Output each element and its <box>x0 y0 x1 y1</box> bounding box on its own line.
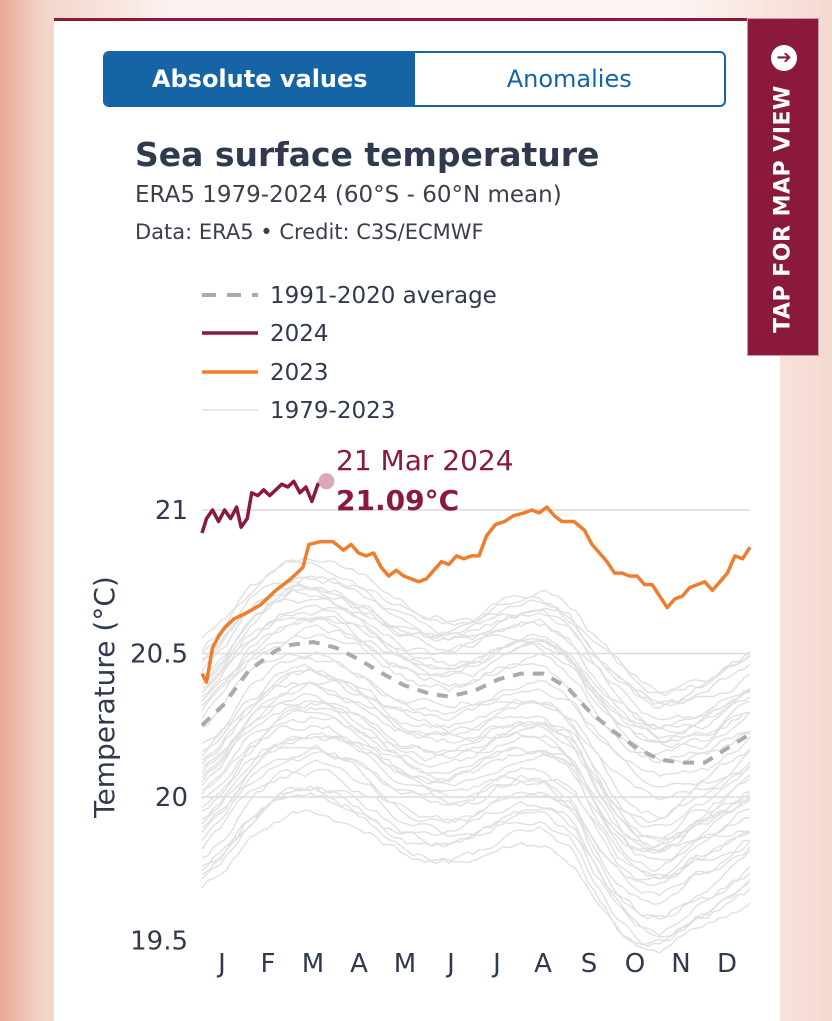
history-line <box>201 657 751 788</box>
chart-credit: Data: ERA5 • Credit: C3S/ECMWF <box>135 220 484 244</box>
x-tick-label: J <box>445 949 455 979</box>
series-line-y2023 <box>200 505 752 684</box>
history-line <box>201 559 751 703</box>
history-line <box>201 792 751 948</box>
history-line <box>201 663 751 801</box>
history-line <box>201 583 751 709</box>
view-toggle: Absolute values Anomalies <box>103 51 726 107</box>
x-tick-label: M <box>394 949 416 979</box>
x-tick-label: J <box>491 949 501 979</box>
history-line <box>201 735 751 873</box>
series-line-y2024 <box>200 479 323 534</box>
absolute-values-tab[interactable]: Absolute values <box>105 53 415 105</box>
series-line-average <box>200 640 752 765</box>
x-tick-label: A <box>534 949 552 979</box>
history-line <box>201 604 751 739</box>
x-tick-label: S <box>581 949 598 979</box>
history-line <box>201 678 751 828</box>
history-line <box>201 650 751 777</box>
chart-title: Sea surface temperature <box>135 135 600 174</box>
legend-label-history: 1979-2023 <box>270 398 395 424</box>
map-view-tab[interactable]: ➔ TAP FOR MAP VIEW <box>747 18 819 356</box>
history-lines <box>201 556 751 954</box>
history-line <box>201 716 751 853</box>
history-line <box>201 586 751 735</box>
history-line <box>201 735 751 881</box>
history-line <box>201 666 751 824</box>
y-tick-label: 20.5 <box>130 640 188 670</box>
history-line <box>201 785 751 937</box>
history-line <box>201 744 751 887</box>
history-line <box>201 681 751 839</box>
history-line <box>201 707 751 854</box>
x-tick-label: A <box>350 949 368 979</box>
history-line <box>201 750 751 906</box>
history-line <box>201 624 751 763</box>
history-line <box>201 692 751 851</box>
legend-label-average: 1991-2020 average <box>270 283 497 309</box>
history-line <box>201 575 751 706</box>
history-line <box>201 598 751 730</box>
arrow-circle-icon: ➔ <box>771 45 797 71</box>
legend-label-y2024: 2024 <box>270 321 329 347</box>
y-tick-label: 21 <box>155 496 188 526</box>
x-tick-label: O <box>625 949 645 979</box>
history-line <box>201 609 751 743</box>
history-line <box>201 786 751 938</box>
x-tick-label: M <box>302 949 324 979</box>
annotation-marker <box>318 473 335 490</box>
history-line <box>201 809 751 954</box>
history-line <box>201 768 751 918</box>
history-line <box>201 707 751 861</box>
history-line <box>201 732 751 877</box>
history-line <box>201 724 751 880</box>
chart-subtitle: ERA5 1979-2024 (60°S - 60°N mean) <box>135 182 562 208</box>
legend-label-y2023: 2023 <box>270 360 329 386</box>
history-line <box>201 700 751 852</box>
annotation-date: 21 Mar 2024 <box>336 444 514 477</box>
history-line <box>201 702 751 849</box>
history-line <box>201 747 751 897</box>
history-line <box>201 669 751 820</box>
history-line <box>201 682 751 843</box>
x-tick-label: F <box>261 949 276 979</box>
x-tick-label: D <box>717 949 737 979</box>
y-axis-label: Temperature (°C) <box>88 576 121 819</box>
x-tick-label: J <box>216 949 226 979</box>
history-line <box>201 786 751 946</box>
y-tick-label: 19.5 <box>130 927 188 957</box>
annotation-value: 21.09°C <box>336 484 459 517</box>
y-tick-label: 20 <box>155 783 188 813</box>
history-line <box>201 759 751 921</box>
x-tick-label: N <box>671 949 690 979</box>
anomalies-tab[interactable]: Anomalies <box>506 65 632 93</box>
